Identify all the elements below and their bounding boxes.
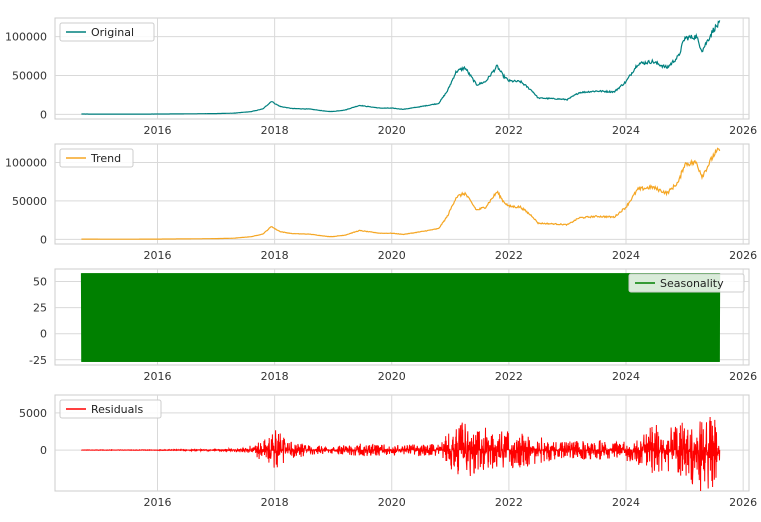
plot-area: [54, 143, 750, 245]
legend-box: [59, 399, 162, 419]
x-tick-label: 2022: [495, 496, 523, 509]
y-tick-label: 100000: [5, 31, 47, 44]
x-tick-label: 2020: [378, 496, 406, 509]
residuals-line: [81, 416, 721, 491]
legend: Residuals: [59, 399, 162, 419]
trend-panel: 2016 2018 2020 2022 2024 2026 0 50000 100000 Tren…: [5, 143, 757, 262]
y-tick-label: 50: [33, 276, 47, 289]
x-tick-label: 2018: [261, 370, 289, 383]
x-tick-label: 2020: [378, 124, 406, 137]
residuals-panel: 2016 2018 2020 2022 2024 2026 0 5000 Residuals: [19, 394, 757, 509]
x-tick-label: 2016: [143, 124, 171, 137]
x-tick-label: 2018: [261, 249, 289, 262]
x-tick-label: 2026: [729, 370, 757, 383]
x-tick-label: 2018: [261, 496, 289, 509]
legend-label: Original: [91, 26, 134, 39]
legend-label: Residuals: [91, 403, 143, 416]
y-tick-label: 25: [33, 302, 47, 315]
x-tick-label: 2022: [495, 370, 523, 383]
y-tick-label: 0: [40, 108, 47, 121]
x-tick-label: 2024: [612, 496, 640, 509]
series-line-trend: [81, 147, 721, 240]
x-tick-label: 2016: [143, 496, 171, 509]
y-tick-label: 0: [40, 328, 47, 341]
x-tick-label: 2016: [143, 370, 171, 383]
x-tick-label: 2016: [143, 249, 171, 262]
y-tick-label: 50000: [12, 69, 47, 82]
legend: Seasonality: [628, 273, 745, 293]
seasonality-panel: 2016 2018 2020 2022 2024 2026 -25 0 25 50 Seasonal…: [29, 268, 757, 383]
y-tick-label: 100000: [5, 156, 47, 169]
x-tick-label: 2022: [495, 249, 523, 262]
x-tick-label: 2026: [729, 249, 757, 262]
x-tick-label: 2024: [612, 124, 640, 137]
legend-box: [628, 273, 745, 293]
series-line-original: [81, 20, 721, 115]
legend-box: [59, 22, 155, 42]
plot-area: [54, 394, 750, 492]
seasonality-line: [80, 273, 721, 362]
plot-area: [54, 17, 750, 120]
legend-box: [59, 148, 134, 168]
legend-label: Trend: [90, 152, 121, 165]
y-tick-label: 50000: [12, 195, 47, 208]
x-tick-label: 2026: [729, 124, 757, 137]
legend: Original: [59, 22, 155, 42]
original-panel: 2016 2018 2020 2022 2024 2026 0 50000 100000 Orig…: [5, 17, 757, 137]
x-tick-label: 2020: [378, 249, 406, 262]
x-tick-label: 2024: [612, 370, 640, 383]
y-tick-label: -25: [29, 354, 47, 367]
x-tick-label: 2020: [378, 370, 406, 383]
y-tick-label: 5000: [19, 407, 47, 420]
x-tick-label: 2026: [729, 496, 757, 509]
legend: Trend: [59, 148, 134, 168]
y-tick-label: 0: [40, 444, 47, 457]
legend-label: Seasonality: [660, 277, 724, 290]
x-tick-label: 2024: [612, 249, 640, 262]
x-tick-label: 2022: [495, 124, 523, 137]
y-tick-label: 0: [40, 233, 47, 246]
x-tick-label: 2018: [261, 124, 289, 137]
